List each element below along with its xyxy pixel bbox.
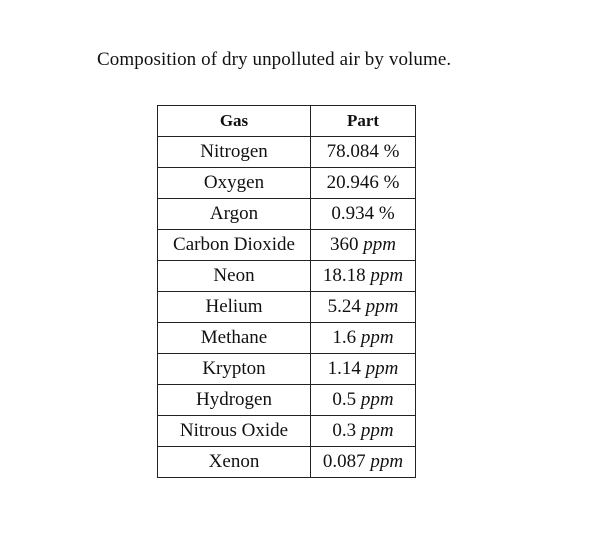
part-unit: % xyxy=(383,172,400,193)
part-value: 0.087 xyxy=(322,451,366,472)
table-row: Nitrogen 78.084 % xyxy=(157,136,416,168)
gas-part-cell: 1.14 ppm xyxy=(310,353,416,385)
part-unit: ppm xyxy=(360,389,394,410)
part-value: 1.14 xyxy=(327,358,361,379)
gas-part-cell: 360 ppm xyxy=(310,229,416,261)
gas-name-cell: Argon xyxy=(157,198,311,230)
air-composition-table: Gas Part Nitrogen 78.084 % Oxygen 20.946 % A… xyxy=(157,105,416,478)
part-unit: ppm xyxy=(370,265,404,286)
gas-part-cell: 1.6 ppm xyxy=(310,322,416,354)
part-unit: ppm xyxy=(360,327,394,348)
header-gas: Gas xyxy=(157,105,311,137)
gas-name-cell: Methane xyxy=(157,322,311,354)
part-value: 0.3 xyxy=(332,420,357,441)
gas-name-cell: Neon xyxy=(157,260,311,292)
part-value: 18.18 xyxy=(322,265,366,286)
part-unit: ppm xyxy=(360,420,394,441)
table-row: Neon 18.18 ppm xyxy=(157,260,416,292)
gas-part-cell: 5.24 ppm xyxy=(310,291,416,323)
gas-name-cell: Oxygen xyxy=(157,167,311,199)
gas-name-cell: Krypton xyxy=(157,353,311,385)
table-row: Methane 1.6 ppm xyxy=(157,322,416,354)
table-header-row: Gas Part xyxy=(157,105,416,137)
table-row: Nitrous Oxide 0.3 ppm xyxy=(157,415,416,447)
part-value: 0.934 xyxy=(331,203,375,224)
table-row: Helium 5.24 ppm xyxy=(157,291,416,323)
part-value: 0.5 xyxy=(332,389,357,410)
gas-part-cell: 20.946 % xyxy=(310,167,416,199)
table-row: Carbon Dioxide 360 ppm xyxy=(157,229,416,261)
part-unit: % xyxy=(378,203,395,224)
gas-part-cell: 0.934 % xyxy=(310,198,416,230)
gas-part-cell: 0.3 ppm xyxy=(310,415,416,447)
part-value: 360 xyxy=(330,234,359,255)
table-caption: Composition of dry unpolluted air by vol… xyxy=(97,49,452,70)
part-unit: ppm xyxy=(365,296,399,317)
gas-part-cell: 0.5 ppm xyxy=(310,384,416,416)
part-unit: ppm xyxy=(370,451,404,472)
table-row: Xenon 0.087 ppm xyxy=(157,446,416,478)
part-value: 1.6 xyxy=(332,327,357,348)
table-row: Oxygen 20.946 % xyxy=(157,167,416,199)
gas-name-cell: Carbon Dioxide xyxy=(157,229,311,261)
part-value: 78.084 xyxy=(326,141,379,162)
header-part: Part xyxy=(310,105,416,137)
table-body: Nitrogen 78.084 % Oxygen 20.946 % Argon 0.934… xyxy=(157,136,416,478)
part-unit: ppm xyxy=(365,358,399,379)
gas-part-cell: 0.087 ppm xyxy=(310,446,416,478)
gas-name-cell: Helium xyxy=(157,291,311,323)
gas-part-cell: 18.18 ppm xyxy=(310,260,416,292)
gas-name-cell: Hydrogen xyxy=(157,384,311,416)
part-unit: ppm xyxy=(363,234,396,255)
gas-name-cell: Nitrous Oxide xyxy=(157,415,311,447)
gas-name-cell: Xenon xyxy=(157,446,311,478)
table-row: Hydrogen 0.5 ppm xyxy=(157,384,416,416)
gas-part-cell: 78.084 % xyxy=(310,136,416,168)
table-row: Argon 0.934 % xyxy=(157,198,416,230)
gas-name-cell: Nitrogen xyxy=(157,136,311,168)
part-unit: % xyxy=(383,141,400,162)
part-value: 5.24 xyxy=(327,296,361,317)
part-value: 20.946 xyxy=(326,172,379,193)
table-row: Krypton 1.14 ppm xyxy=(157,353,416,385)
